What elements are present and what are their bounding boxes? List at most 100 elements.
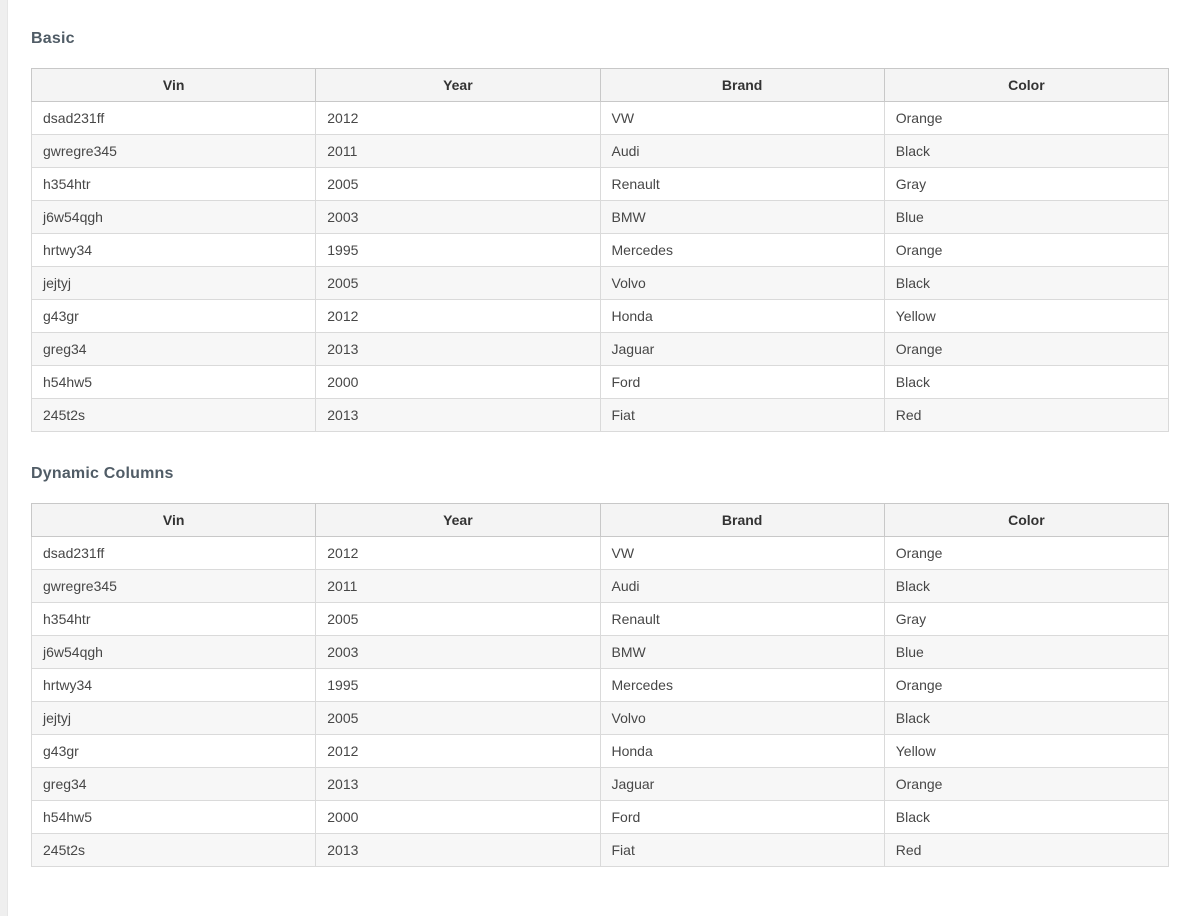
cell-color: Yellow (883, 734, 1170, 768)
cell-vin: hrtwy34 (30, 668, 317, 702)
cell-vin: hrtwy34 (30, 233, 317, 267)
cell-vin: greg34 (30, 332, 317, 366)
table-row: jejtyj 2005 Volvo Black (30, 266, 1170, 300)
cell-brand: Ford (599, 365, 885, 399)
cell-color: Orange (883, 668, 1170, 702)
cell-brand: Volvo (599, 266, 885, 300)
cell-vin: h354htr (30, 602, 317, 636)
column-header-vin: Vin (30, 68, 317, 102)
table-row: g43gr 2012 Honda Yellow (30, 299, 1170, 333)
cell-year: 2011 (315, 134, 601, 168)
cell-brand: Renault (599, 167, 885, 201)
table-header-row: Vin Year Brand Color (30, 503, 1170, 537)
table-row: j6w54qgh 2003 BMW Blue (30, 200, 1170, 234)
table-row: h354htr 2005 Renault Gray (30, 167, 1170, 201)
cell-year: 2012 (315, 734, 601, 768)
column-header-color: Color (883, 68, 1170, 102)
cell-year: 2003 (315, 635, 601, 669)
cell-brand: BMW (599, 200, 885, 234)
table-row: g43gr 2012 Honda Yellow (30, 734, 1170, 768)
table-row: 245t2s 2013 Fiat Red (30, 833, 1170, 867)
cell-color: Blue (883, 200, 1170, 234)
cell-vin: j6w54qgh (30, 635, 317, 669)
table-row: dsad231ff 2012 VW Orange (30, 536, 1170, 570)
column-header-brand: Brand (599, 503, 885, 537)
table-header-row: Vin Year Brand Color (30, 68, 1170, 102)
cell-vin: h354htr (30, 167, 317, 201)
cell-vin: h54hw5 (30, 800, 317, 834)
cell-color: Orange (883, 536, 1170, 570)
cell-year: 2011 (315, 569, 601, 603)
cell-vin: jejtyj (30, 266, 317, 300)
table-row: j6w54qgh 2003 BMW Blue (30, 635, 1170, 669)
cell-brand: Mercedes (599, 668, 885, 702)
table-row: hrtwy34 1995 Mercedes Orange (30, 668, 1170, 702)
cell-year: 2013 (315, 332, 601, 366)
basic-table-section: Vin Year Brand Color dsad231ff 2012 VW Orange g… (30, 68, 1170, 432)
dynamic-columns-table-section: Vin Year Brand Color dsad231ff 2012 VW Orange g… (30, 503, 1170, 867)
cell-year: 2012 (315, 101, 601, 135)
cell-brand: Audi (599, 134, 885, 168)
table-row: dsad231ff 2012 VW Orange (30, 101, 1170, 135)
cell-brand: Volvo (599, 701, 885, 735)
table-row: h54hw5 2000 Ford Black (30, 365, 1170, 399)
cell-vin: 245t2s (30, 833, 317, 867)
cell-vin: gwregre345 (30, 134, 317, 168)
column-header-year: Year (315, 68, 601, 102)
cell-year: 2013 (315, 767, 601, 801)
cell-vin: greg34 (30, 767, 317, 801)
cell-vin: j6w54qgh (30, 200, 317, 234)
cell-brand: Mercedes (599, 233, 885, 267)
table-row: greg34 2013 Jaguar Orange (30, 767, 1170, 801)
cell-brand: VW (599, 101, 885, 135)
content-area: Basic Vin Year Brand Color dsad231ff 2012 VW O… (30, 0, 1170, 867)
cell-vin: h54hw5 (30, 365, 317, 399)
column-header-year: Year (315, 503, 601, 537)
cell-year: 2003 (315, 200, 601, 234)
cell-year: 2013 (315, 833, 601, 867)
cell-color: Yellow (883, 299, 1170, 333)
cell-color: Black (883, 569, 1170, 603)
table-row: h54hw5 2000 Ford Black (30, 800, 1170, 834)
cell-year: 2000 (315, 800, 601, 834)
cell-year: 2005 (315, 167, 601, 201)
cell-brand: Fiat (599, 398, 885, 432)
cell-color: Red (883, 398, 1170, 432)
cell-color: Orange (883, 101, 1170, 135)
section-title-dynamic-columns: Dynamic Columns (31, 465, 174, 482)
cell-vin: dsad231ff (30, 536, 317, 570)
cell-vin: gwregre345 (30, 569, 317, 603)
cell-color: Black (883, 701, 1170, 735)
table-row: gwregre345 2011 Audi Black (30, 569, 1170, 603)
cell-brand: Ford (599, 800, 885, 834)
cell-vin: 245t2s (30, 398, 317, 432)
cell-brand: Jaguar (599, 767, 885, 801)
table-row: greg34 2013 Jaguar Orange (30, 332, 1170, 366)
cell-brand: BMW (599, 635, 885, 669)
dynamic-columns-cars-table: Vin Year Brand Color dsad231ff 2012 VW Orange g… (30, 503, 1170, 867)
cell-year: 1995 (315, 668, 601, 702)
basic-cars-table: Vin Year Brand Color dsad231ff 2012 VW Orange g… (30, 68, 1170, 432)
cell-color: Black (883, 365, 1170, 399)
cell-brand: Fiat (599, 833, 885, 867)
cell-color: Black (883, 266, 1170, 300)
cell-brand: Audi (599, 569, 885, 603)
cell-year: 2013 (315, 398, 601, 432)
cell-vin: jejtyj (30, 701, 317, 735)
cell-year: 2005 (315, 602, 601, 636)
table-row: gwregre345 2011 Audi Black (30, 134, 1170, 168)
cell-year: 2005 (315, 266, 601, 300)
cell-vin: g43gr (30, 734, 317, 768)
cell-vin: g43gr (30, 299, 317, 333)
cell-vin: dsad231ff (30, 101, 317, 135)
cell-brand: Jaguar (599, 332, 885, 366)
cell-brand: Honda (599, 299, 885, 333)
table-row: h354htr 2005 Renault Gray (30, 602, 1170, 636)
cell-color: Orange (883, 767, 1170, 801)
cell-color: Black (883, 134, 1170, 168)
cell-year: 2012 (315, 536, 601, 570)
column-header-brand: Brand (599, 68, 885, 102)
table-row: 245t2s 2013 Fiat Red (30, 398, 1170, 432)
cell-color: Gray (883, 602, 1170, 636)
